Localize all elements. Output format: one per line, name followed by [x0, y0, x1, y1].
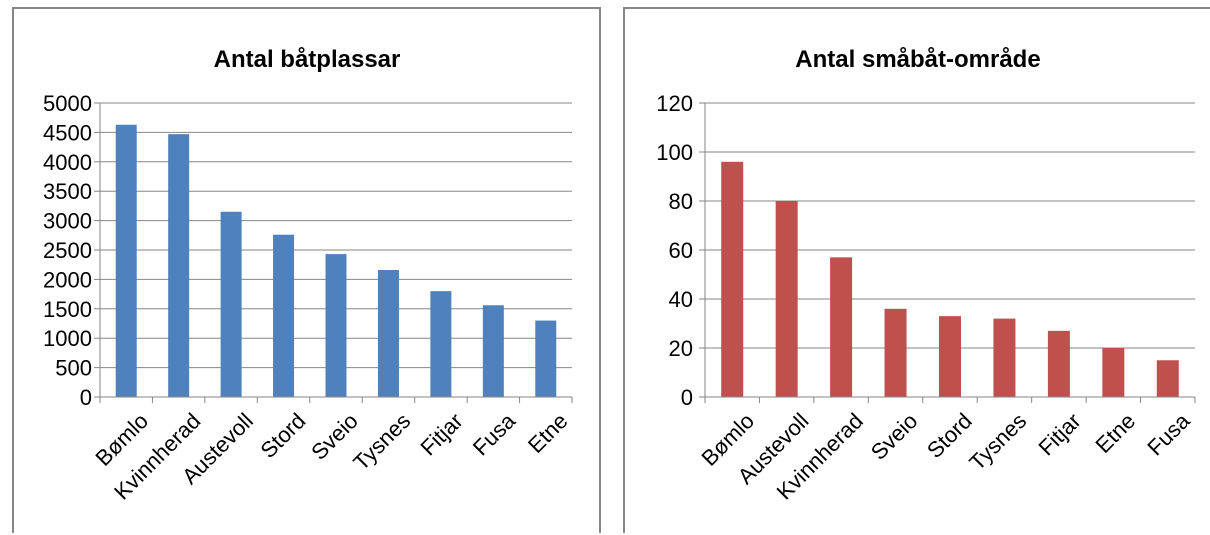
bar — [830, 257, 853, 397]
chart-panel-small-boat-areas: Antal småbåt-område 0 20 40 60 80 100 120 Bømlo A… — [623, 7, 1210, 533]
x-category-label: Tysnes — [964, 408, 1031, 475]
x-category-label: Fitjar — [415, 408, 467, 460]
y-tick-label: 1500 — [43, 297, 92, 322]
y-tick-label: 120 — [656, 91, 693, 116]
y-tick-label: 20 — [669, 336, 693, 361]
bar — [993, 318, 1016, 397]
bar — [220, 211, 242, 397]
y-tick-label: 1000 — [43, 326, 92, 351]
x-category-label: Tysnes — [348, 408, 415, 475]
chart-boat-places: Antal båtplassar 0 500 1000 1500 2000 2500 3000… — [43, 46, 573, 505]
x-category-label: Stord — [256, 408, 311, 463]
x-category-label: Fusa — [1142, 408, 1195, 461]
chart-panel-boat-places: Antal båtplassar 0 500 1000 1500 2000 2500 3000… — [12, 7, 601, 533]
y-tick-label: 3500 — [43, 179, 92, 204]
x-category-label: Fusa — [468, 408, 521, 461]
y-tick-label: 40 — [669, 287, 693, 312]
bar — [1102, 348, 1125, 397]
bar — [939, 316, 961, 397]
y-tick-label: 2500 — [43, 238, 92, 263]
chart-small-boat-areas: Antal småbåt-område020406080100120BømloA… — [656, 46, 1196, 505]
y-tick-label: 5000 — [43, 91, 92, 116]
y-tick-label: 80 — [669, 189, 693, 214]
x-category-label: Etne — [1090, 408, 1140, 458]
x-category-label: Sveio — [866, 408, 923, 465]
y-tick-label: 60 — [669, 238, 693, 263]
chart-title: Antal båtplassar — [214, 46, 401, 73]
x-category-label: Etne — [523, 408, 573, 458]
bar — [482, 305, 504, 397]
bar — [430, 291, 452, 397]
y-tick-label: 500 — [55, 356, 92, 381]
chart-title: Antal småbåt-område — [795, 46, 1040, 73]
bar — [377, 269, 399, 397]
y-tick-label: 2000 — [43, 267, 92, 292]
y-tick-label: 0 — [681, 385, 693, 410]
x-category-label: Fitjar — [1033, 408, 1085, 460]
bar — [721, 161, 744, 397]
bar — [535, 320, 557, 397]
y-tick-label: 4000 — [43, 150, 92, 175]
y-tick-label: 4500 — [43, 120, 92, 145]
bar — [115, 124, 137, 398]
y-tick-label: 0 — [80, 385, 92, 410]
y-tick-label: 3000 — [43, 209, 92, 234]
bar — [1156, 360, 1179, 397]
bar — [168, 134, 190, 397]
bar — [884, 308, 907, 397]
y-tick-label: 100 — [656, 140, 693, 165]
bar — [1047, 330, 1070, 397]
bar — [775, 201, 798, 397]
bar — [273, 234, 295, 397]
bar — [325, 254, 347, 397]
